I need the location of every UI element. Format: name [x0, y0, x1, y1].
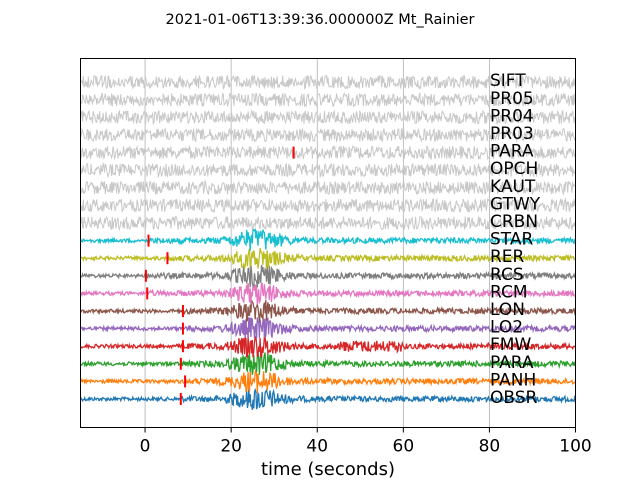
station-label: CRBN: [490, 212, 538, 232]
trace-lon: [79, 299, 577, 323]
trace-pr03: [80, 127, 576, 144]
station-label: PARA: [490, 142, 534, 162]
trace-kaut: [80, 179, 576, 196]
station-label: SIFT: [490, 71, 526, 91]
trace-obsr: [79, 387, 576, 410]
station-label: KAUT: [490, 177, 536, 197]
station-label: PR03: [490, 124, 534, 144]
trace-star: [79, 226, 577, 251]
trace-gtwy: [80, 197, 576, 214]
trace-rcs: [79, 264, 576, 288]
pick-markers: [144, 146, 295, 405]
trace-rer: [79, 248, 576, 271]
trace-pr05: [80, 91, 576, 109]
trace-lo2: [79, 316, 577, 339]
station-label: GTWY: [490, 194, 541, 214]
station-label: LO2: [490, 318, 523, 338]
trace-pr04: [80, 109, 576, 126]
trace-para: [80, 144, 576, 161]
station-label: OPCH: [490, 159, 538, 179]
x-tick-label: 40: [306, 437, 328, 457]
trace-rcm: [80, 282, 577, 305]
station-label: RER: [490, 247, 525, 267]
x-axis-label: time (seconds): [261, 459, 395, 480]
station-label: LON: [490, 300, 525, 320]
station-label: PR04: [490, 106, 534, 126]
trace-para: [80, 351, 577, 376]
x-tick-label: 100: [559, 437, 591, 457]
station-label: STAR: [490, 230, 533, 250]
station-label: PARA: [490, 353, 534, 373]
trace-opch: [80, 162, 576, 179]
trace-group: [79, 74, 577, 410]
station-label: FMW: [490, 335, 531, 355]
x-tick-label: 20: [220, 437, 242, 457]
x-tick-label: 80: [479, 437, 501, 457]
trace-fmw: [80, 335, 576, 359]
station-label: PANH: [490, 370, 536, 390]
station-labels: OBSRPANHPARAFMWLO2LONRCMRCSRERSTARCRBNGT…: [490, 71, 541, 408]
x-tick-label: 0: [140, 437, 151, 457]
x-axis-ticks: 0 20 40 60 80 100: [140, 427, 592, 457]
trace-sift: [80, 74, 576, 90]
trace-crbn: [80, 215, 576, 232]
station-label: RCM: [490, 282, 528, 302]
chart-title: 2021-01-06T13:39:36.000000Z Mt_Rainier: [166, 12, 475, 28]
plot-frame: [80, 58, 576, 428]
x-tick-label: 60: [393, 437, 415, 457]
station-label: RCS: [490, 265, 524, 285]
station-label: OBSR: [490, 388, 538, 408]
trace-panh: [80, 367, 577, 394]
station-label: PR05: [490, 89, 534, 109]
